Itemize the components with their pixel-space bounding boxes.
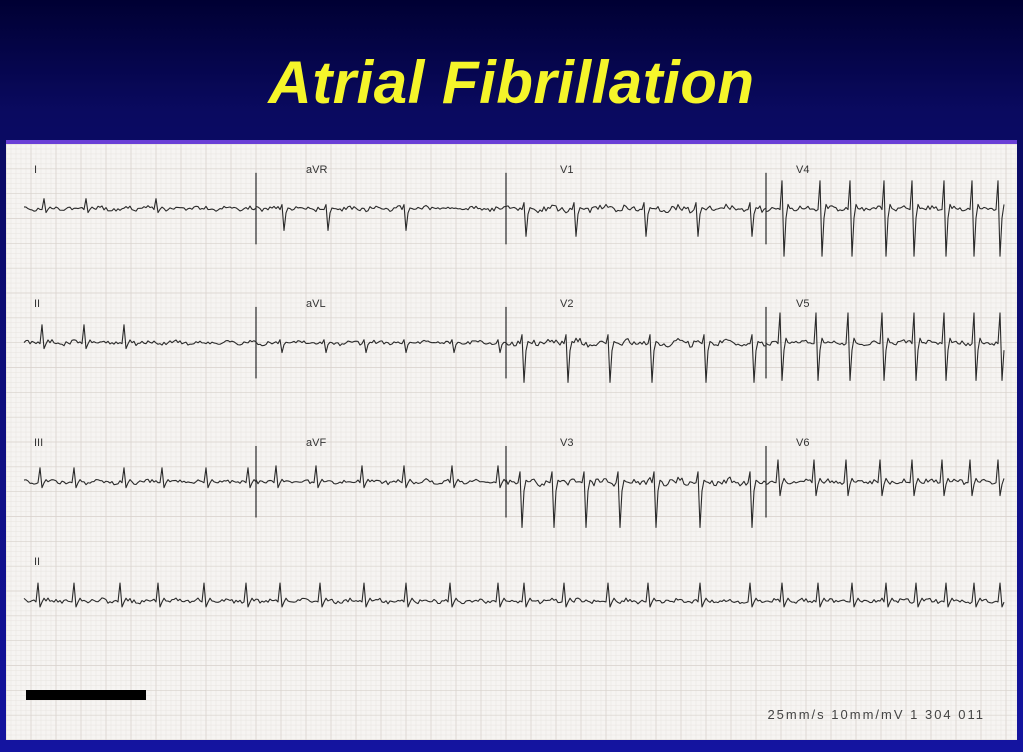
svg-text:II: II [34, 298, 40, 310]
svg-text:III: III [34, 437, 43, 449]
svg-text:aVR: aVR [306, 164, 327, 176]
svg-text:V1: V1 [560, 164, 573, 176]
slide-title-wrap: Atrial Fibrillation [0, 0, 1023, 137]
calibration-bar [26, 690, 146, 700]
slide-title: Atrial Fibrillation [0, 48, 1023, 117]
svg-text:aVF: aVF [306, 437, 326, 449]
svg-text:V3: V3 [560, 437, 573, 449]
svg-text:I: I [34, 164, 37, 176]
svg-text:V5: V5 [796, 298, 809, 310]
svg-text:V2: V2 [560, 298, 573, 310]
slide-root: Atrial Fibrillation IaVRV1V4IIaVLV2V5III… [0, 0, 1023, 752]
svg-text:V6: V6 [796, 437, 809, 449]
ecg-footer-text: 25mm/s 10mm/mV 1 304 011 [767, 707, 985, 722]
svg-text:II: II [34, 556, 40, 568]
ecg-chart: IaVR V1 V4 II aVL V2 V5 III aVF V3 V6 II [6, 144, 1017, 740]
ecg-panel: IaVR V1 V4 II aVL V2 V5 III aVF V3 V6 II 25mm/s 10m… [6, 140, 1017, 740]
svg-text:aVL: aVL [306, 298, 326, 310]
svg-text:V4: V4 [796, 164, 809, 176]
